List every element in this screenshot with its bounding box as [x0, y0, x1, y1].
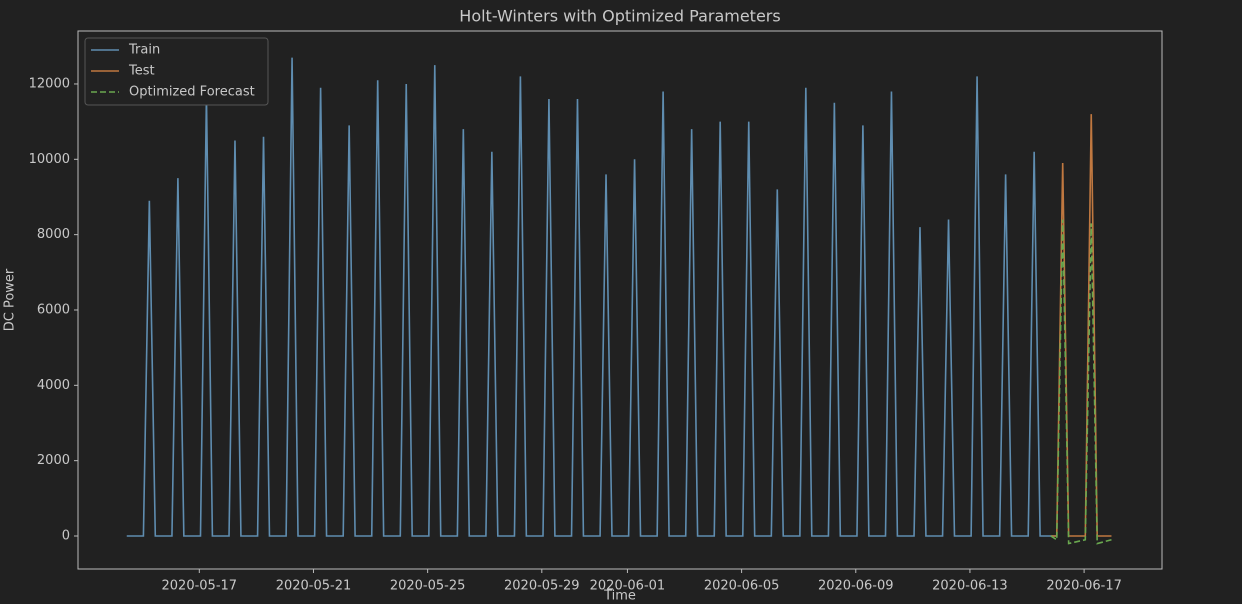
y-tick-label: 2000 [37, 453, 70, 468]
y-axis-label: DC Power [3, 268, 18, 331]
legend-label: Optimized Forecast [129, 85, 255, 100]
y-tick-label: 6000 [37, 302, 70, 317]
x-tick-label: 2020-06-09 [818, 579, 894, 594]
series-line [126, 57, 1057, 537]
y-tick-label: 12000 [29, 76, 70, 91]
x-axis-label: Time [603, 589, 636, 604]
y-tick-label: 0 [62, 529, 70, 544]
y-tick-label: 4000 [37, 378, 70, 393]
x-tick-label: 2020-05-25 [390, 579, 466, 594]
x-tick-label: 2020-06-01 [590, 579, 666, 594]
series-line [1050, 219, 1112, 545]
chart-title: Holt-Winters with Optimized Parameters [459, 7, 780, 26]
x-tick-label: 2020-05-17 [162, 579, 238, 594]
x-tick-label: 2020-05-29 [504, 579, 580, 594]
plot-frame [77, 30, 1163, 570]
x-tick-label: 2020-06-05 [704, 579, 780, 594]
y-tick-label: 10000 [29, 152, 70, 167]
plot-lines [126, 57, 1112, 545]
x-tick-label: 2020-06-13 [932, 579, 1008, 594]
legend-label: Train [128, 43, 160, 58]
y-tick-label: 8000 [37, 227, 70, 242]
series-line [1050, 114, 1112, 537]
x-tick-label: 2020-06-17 [1046, 579, 1122, 594]
legend-label: Test [128, 64, 155, 79]
x-tick-label: 2020-05-21 [276, 579, 352, 594]
legend-box [84, 37, 269, 106]
